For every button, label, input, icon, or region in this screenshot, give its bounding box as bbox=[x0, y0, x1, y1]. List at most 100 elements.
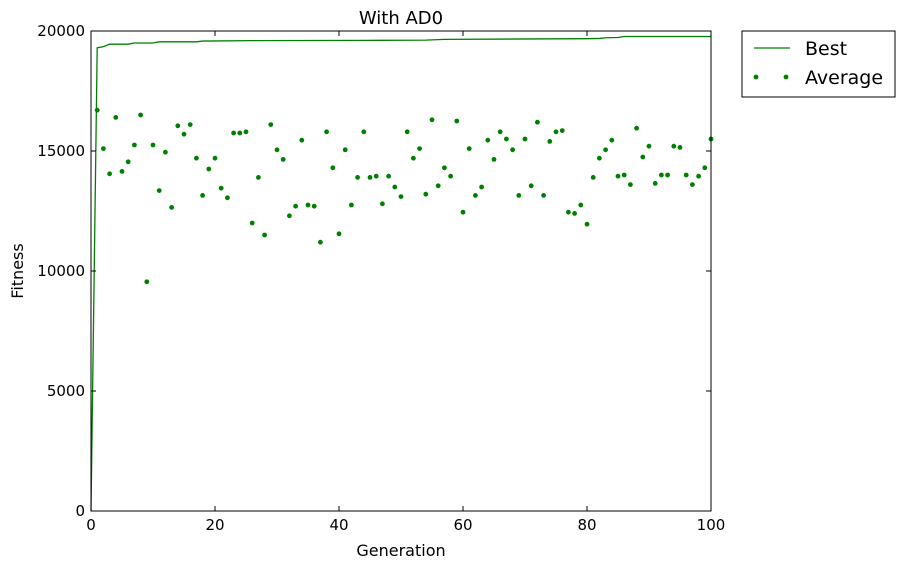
average-point bbox=[169, 205, 175, 210]
average-point bbox=[200, 193, 206, 198]
average-point bbox=[324, 129, 329, 135]
average-point bbox=[274, 147, 280, 153]
average-point bbox=[181, 131, 187, 137]
average-point bbox=[547, 139, 553, 144]
average-point bbox=[590, 175, 596, 180]
average-point bbox=[696, 173, 701, 179]
average-point bbox=[659, 172, 664, 178]
average-point bbox=[113, 115, 119, 120]
average-point bbox=[411, 155, 416, 161]
average-point bbox=[603, 147, 608, 153]
average-point bbox=[423, 191, 429, 197]
average-point bbox=[621, 172, 627, 178]
average-point bbox=[361, 129, 367, 135]
average-point bbox=[398, 194, 404, 200]
average-point bbox=[609, 137, 615, 143]
average-point bbox=[584, 221, 590, 227]
average-point bbox=[473, 193, 478, 198]
y-axis-label: Fitness bbox=[8, 243, 27, 298]
legend: Best Average bbox=[741, 30, 896, 98]
average-point bbox=[677, 145, 683, 150]
average-point bbox=[448, 173, 453, 179]
average-point bbox=[522, 136, 528, 142]
average-point bbox=[342, 147, 348, 153]
average-point bbox=[243, 129, 249, 135]
y-tick-label: 10000 bbox=[37, 262, 85, 280]
average-point bbox=[107, 171, 112, 177]
average-point bbox=[460, 209, 466, 215]
legend-best-label: Best bbox=[805, 38, 847, 60]
average-point bbox=[578, 202, 584, 208]
average-point bbox=[156, 188, 162, 194]
y-tick-label: 5000 bbox=[47, 382, 85, 400]
legend-average-marker bbox=[783, 74, 789, 80]
average-point bbox=[683, 172, 689, 178]
average-point bbox=[237, 130, 243, 136]
average-point bbox=[417, 146, 422, 152]
y-tick-label: 20000 bbox=[37, 22, 85, 40]
x-tick-label: 80 bbox=[577, 516, 596, 534]
average-point bbox=[535, 119, 540, 125]
average-point bbox=[646, 143, 652, 149]
average-point bbox=[125, 159, 131, 165]
average-point bbox=[355, 175, 360, 180]
average-point bbox=[671, 143, 677, 149]
average-point bbox=[392, 184, 398, 190]
average-point bbox=[150, 142, 156, 148]
average-point bbox=[510, 147, 515, 153]
average-point bbox=[336, 231, 342, 237]
x-tick-label: 100 bbox=[697, 516, 726, 534]
chart-title: With AD0 bbox=[359, 8, 443, 29]
average-point bbox=[640, 154, 646, 160]
average-point bbox=[231, 130, 237, 136]
series-best-line bbox=[90, 35, 711, 512]
average-point bbox=[206, 166, 212, 172]
legend-average-marker bbox=[753, 74, 759, 80]
average-point bbox=[479, 184, 484, 190]
axis-ticks: 0 20 40 60 80 100 0 5000 10000 15000 20000 bbox=[37, 22, 725, 534]
average-point bbox=[218, 185, 224, 191]
average-point bbox=[305, 202, 311, 208]
average-point bbox=[572, 211, 577, 216]
average-point bbox=[429, 117, 435, 123]
average-point bbox=[628, 182, 633, 188]
average-point bbox=[293, 203, 298, 209]
average-point bbox=[652, 181, 658, 186]
x-axis-label: Generation bbox=[356, 541, 445, 560]
y-tick-label: 0 bbox=[75, 502, 85, 520]
x-tick-label: 40 bbox=[329, 516, 348, 534]
average-point bbox=[101, 146, 106, 152]
average-point bbox=[597, 155, 602, 161]
average-point bbox=[466, 146, 472, 152]
average-point bbox=[442, 165, 447, 171]
average-point bbox=[163, 149, 168, 155]
average-point bbox=[299, 137, 305, 143]
average-point bbox=[380, 201, 385, 207]
average-point bbox=[268, 122, 274, 127]
average-point bbox=[528, 183, 534, 189]
average-point bbox=[615, 173, 621, 179]
average-point bbox=[311, 203, 317, 209]
average-point bbox=[435, 183, 441, 189]
average-point bbox=[491, 157, 497, 162]
y-tick-label: 15000 bbox=[37, 142, 85, 160]
x-tick-label: 60 bbox=[453, 516, 472, 534]
average-point bbox=[553, 129, 559, 135]
legend-box bbox=[741, 30, 896, 98]
average-point bbox=[187, 122, 193, 127]
plot-area bbox=[90, 35, 714, 512]
average-point bbox=[94, 107, 100, 113]
average-point bbox=[454, 118, 460, 124]
average-point bbox=[504, 136, 509, 142]
average-point bbox=[138, 112, 144, 118]
x-tick-label: 20 bbox=[205, 516, 224, 534]
average-point bbox=[132, 142, 137, 148]
legend-average-label: Average bbox=[805, 67, 883, 89]
average-point bbox=[541, 193, 546, 198]
average-point bbox=[119, 169, 125, 174]
average-point bbox=[262, 232, 267, 238]
average-point bbox=[249, 220, 255, 226]
average-point bbox=[318, 239, 323, 245]
average-point bbox=[485, 137, 491, 143]
